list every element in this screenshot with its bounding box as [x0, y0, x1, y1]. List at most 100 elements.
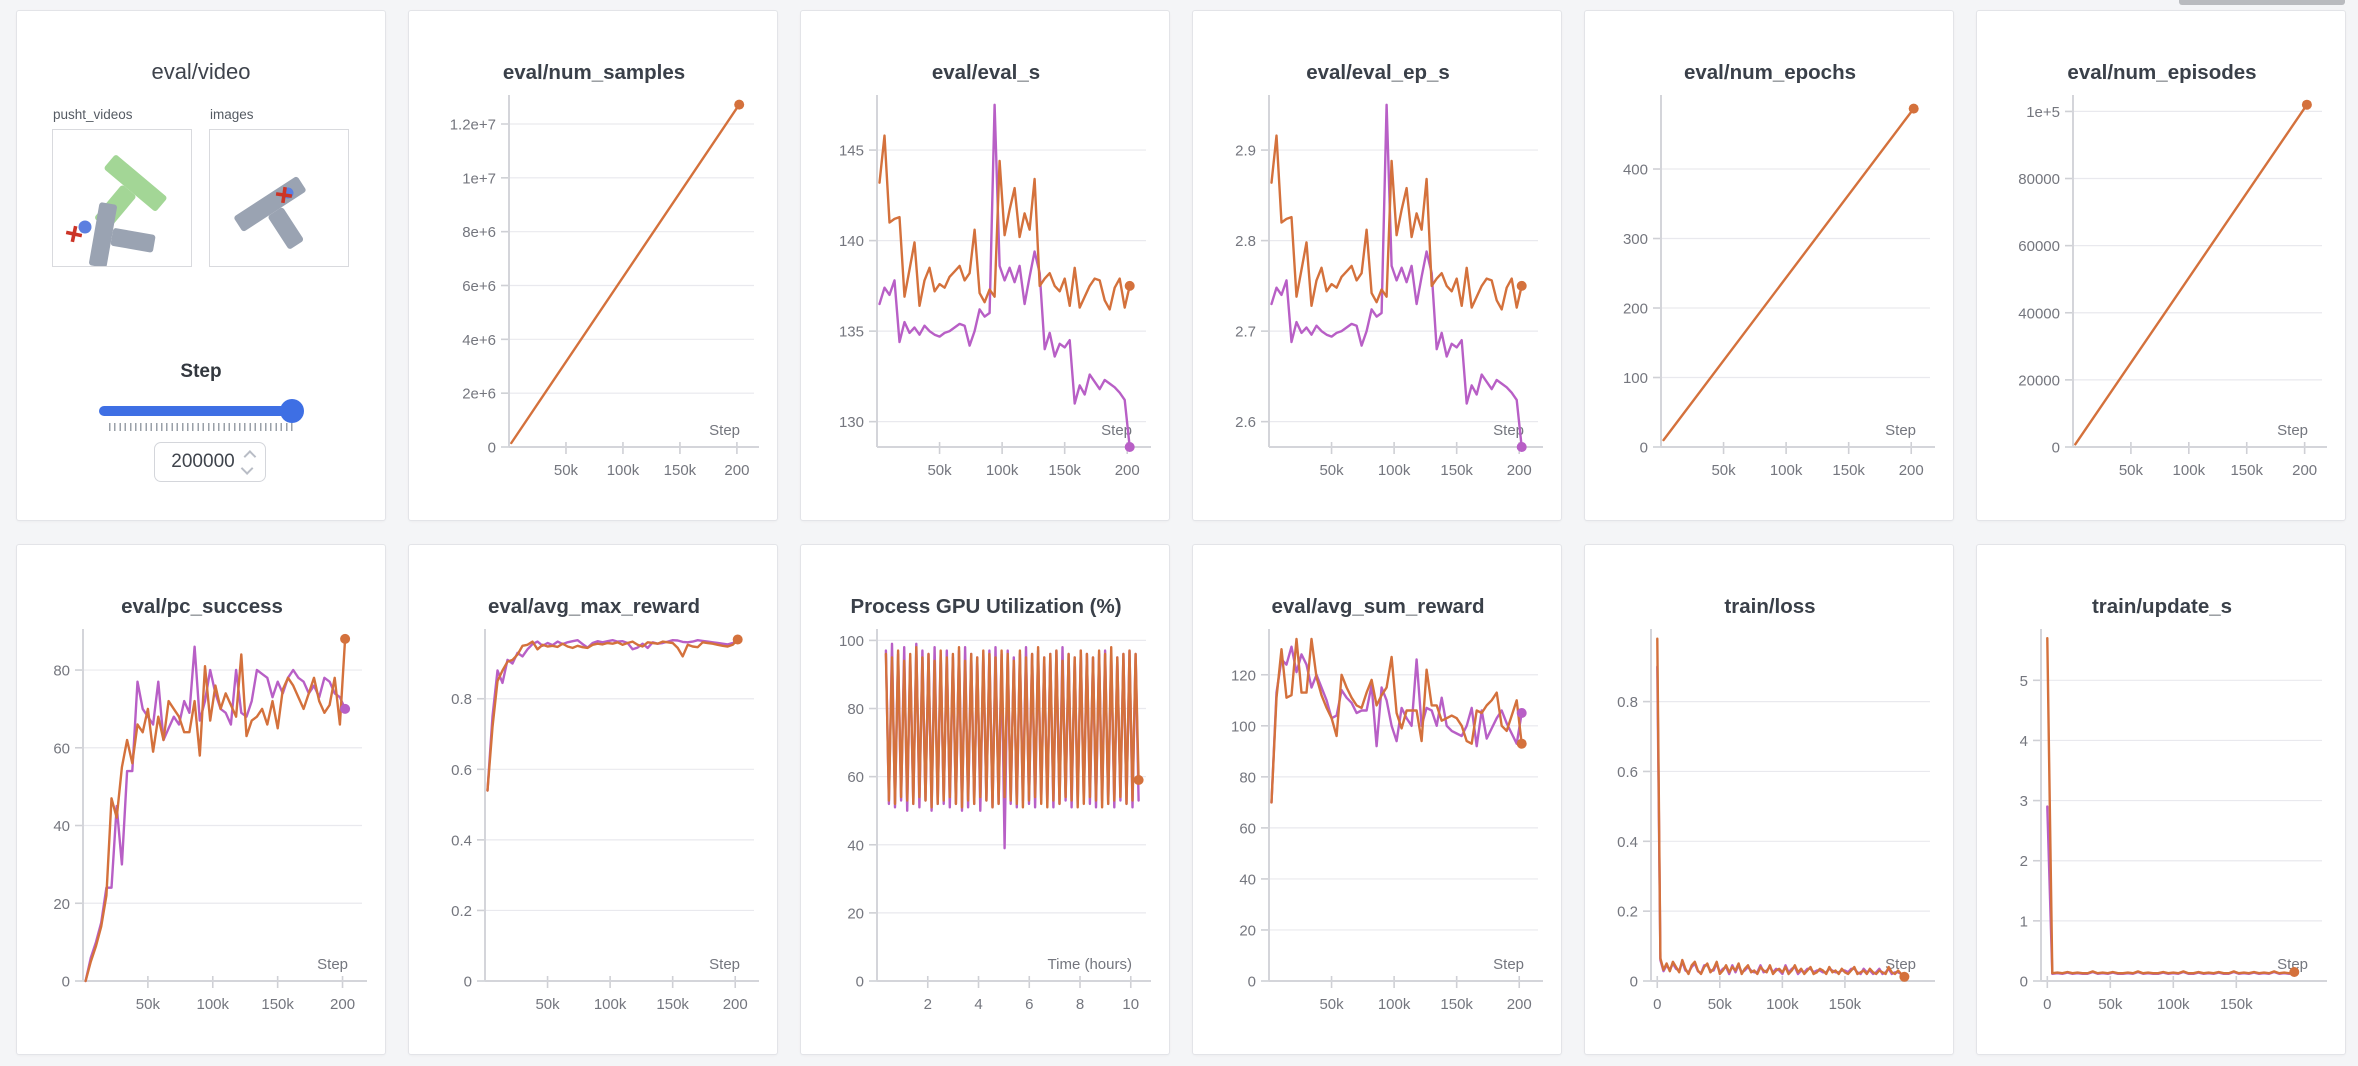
y-tick-label: 20: [1239, 922, 1256, 939]
series-purple: [1270, 645, 1523, 804]
series-endpoint-dot: [1516, 708, 1527, 718]
y-tick-label: 60000: [2018, 238, 2060, 255]
y-tick-label: 0: [1630, 974, 1638, 991]
y-tick-label: 140: [839, 233, 864, 250]
x-tick-label: 50k: [927, 462, 952, 479]
chart-panel-train-update-s[interactable]: train/update_s 0 1 2 3 4 5 0 50k 100k 150k Step: [1976, 544, 2346, 1055]
x-axis-label: Step: [1885, 956, 1916, 973]
series-endpoint-dot: [2289, 967, 2300, 977]
series-endpoint-dot: [1516, 738, 1527, 749]
step-slider[interactable]: [99, 399, 304, 423]
y-tick-label: 0.6: [1617, 764, 1638, 781]
y-tick-label: 0: [488, 440, 496, 457]
y-tick-label: 4e+6: [462, 332, 496, 349]
chart-title: eval/pc_success: [121, 595, 283, 618]
chart-panel-eval-num-episodes[interactable]: eval/num_episodes 0 20000 40000 60000 80000 1e…: [1976, 10, 2346, 521]
chart-eval-num-epochs: eval/num_epochs 0 100 200 300 400 50k 100k 150k 2…: [1623, 61, 1935, 479]
chart-panel-eval-avg-sum-reward[interactable]: eval/avg_sum_reward 0 20 40 60 80 100 120 50k 100…: [1192, 544, 1562, 1055]
x-tick-label: 200: [2292, 462, 2317, 479]
x-tick-label: 150k: [1440, 462, 1473, 479]
media-row: pusht_videos: [52, 107, 349, 268]
y-tick-label: 400: [1623, 162, 1648, 179]
series-purple: [2046, 805, 2296, 975]
y-tick-label: 0: [1248, 974, 1256, 991]
increment-arrow-icon[interactable]: [243, 449, 257, 463]
series-orange: [1270, 134, 1523, 311]
y-tick-label: 100: [839, 633, 864, 650]
series-orange: [1656, 637, 1906, 978]
series-purple: [84, 645, 347, 983]
series-orange: [878, 134, 1131, 311]
chart-title: eval/avg_sum_reward: [1271, 595, 1484, 618]
images-thumbnail[interactable]: [209, 129, 349, 267]
block-t-icon: [234, 176, 306, 249]
chart-panel-eval-avg-max-reward[interactable]: eval/avg_max_reward 0 0.2 0.4 0.6 0.8 50k 100k 1…: [408, 544, 778, 1055]
block-t-icon: [89, 202, 156, 268]
x-tick-label: 200: [724, 462, 749, 479]
chart-title: train/update_s: [2092, 595, 2232, 618]
y-tick-label: 60: [53, 740, 70, 757]
slider-thumb[interactable]: [280, 399, 304, 423]
scrollbar-fragment[interactable]: [2179, 0, 2345, 5]
chart-title: eval/num_episodes: [2067, 61, 2256, 84]
y-tick-label: 80: [53, 663, 70, 680]
chart-process-gpu-utilization: Process GPU Utilization (%) 0 20 40 60 80 100 2…: [839, 595, 1151, 1013]
x-tick-label: 0: [2043, 996, 2051, 1013]
media-panel-eval-video[interactable]: eval/video pusht_videos: [16, 10, 386, 521]
x-tick-label: 50k: [554, 462, 579, 479]
step-input[interactable]: [167, 450, 239, 474]
chart-panel-train-loss[interactable]: train/loss 0 0.2 0.4 0.6 0.8 0 50k 100k 150k Step: [1584, 544, 1954, 1055]
series-orange: [510, 103, 741, 445]
y-tick-label: 1: [2020, 913, 2028, 930]
y-tick-label: 1.2e+7: [450, 116, 496, 133]
chart-panel-eval-num-epochs[interactable]: eval/num_epochs 0 100 200 300 400 50k 100k 150k 2…: [1584, 10, 1954, 521]
y-tick-label: 300: [1623, 231, 1648, 248]
series-endpoint-dot: [1133, 775, 1144, 785]
chart-title: train/loss: [1724, 595, 1815, 618]
y-tick-label: 80: [1239, 769, 1256, 786]
y-tick-label: 135: [839, 324, 864, 341]
series-purple: [878, 103, 1131, 449]
decrement-arrow-icon[interactable]: [240, 461, 254, 475]
y-tick-label: 60: [1239, 820, 1256, 837]
chart-panel-eval-eval-s[interactable]: eval/eval_s 130 135 140 145 50k 100k 150k 200 Ste…: [800, 10, 1170, 521]
chart-panel-eval-num-samples[interactable]: eval/num_samples 0 2e+6 4e+6 6e+6 8e+6 1e+7 1.2…: [408, 10, 778, 521]
chart-panel-process-gpu-utilization[interactable]: Process GPU Utilization (%) 0 20 40 60 80 100 2…: [800, 544, 1170, 1055]
x-tick-label: 100k: [1378, 462, 1411, 479]
x-tick-label: 2: [924, 996, 932, 1013]
step-input-box[interactable]: [154, 442, 266, 482]
pusht-scene-graphic: [65, 155, 167, 268]
chart-train-update-s: train/update_s 0 1 2 3 4 5 0 50k 100k 150k Step: [2020, 595, 2327, 1013]
series-endpoint-dot: [340, 703, 351, 714]
x-tick-label: 200: [1115, 462, 1140, 479]
series-endpoint-dot: [340, 633, 351, 644]
chart-eval-avg-sum-reward: eval/avg_sum_reward 0 20 40 60 80 100 120 50k 100…: [1231, 595, 1543, 1013]
pusht-video-thumbnail[interactable]: [52, 129, 192, 268]
media-item-images[interactable]: images: [209, 107, 349, 267]
x-axis-label: Step: [1101, 422, 1132, 439]
stepper-arrows[interactable]: [240, 449, 257, 475]
chart-eval-num-episodes: eval/num_episodes 0 20000 40000 60000 80000 1e…: [2018, 61, 2327, 479]
chart-title: eval/num_samples: [503, 61, 685, 84]
chart-panel-eval-pc-success[interactable]: eval/pc_success 0 20 40 60 80 50k 100k 150k 200 St…: [16, 544, 386, 1055]
x-axis-label: Step: [709, 422, 740, 439]
chart-title: Process GPU Utilization (%): [850, 595, 1121, 618]
y-tick-label: 20: [847, 905, 864, 922]
series-endpoint-dot: [732, 634, 743, 645]
x-tick-label: 50k: [1319, 996, 1344, 1013]
y-tick-label: 0.8: [1617, 694, 1638, 711]
series-purple: [1270, 103, 1523, 449]
chart-panel-eval-eval-ep-s[interactable]: eval/eval_ep_s 2.6 2.7 2.8 2.9 50k 100k 150k 200…: [1192, 10, 1562, 521]
y-tick-label: 2.6: [1235, 414, 1256, 431]
x-tick-label: 200: [330, 996, 355, 1013]
x-tick-label: 150k: [1048, 462, 1081, 479]
x-tick-label: 100k: [607, 462, 640, 479]
media-item-pusht-videos[interactable]: pusht_videos: [52, 107, 192, 268]
media-label: images: [210, 107, 254, 122]
slider-track[interactable]: [99, 406, 301, 416]
panel-title: eval/video: [151, 59, 251, 84]
x-tick-label: 150k: [1440, 996, 1473, 1013]
chart-title: eval/eval_s: [932, 61, 1040, 84]
y-tick-label: 0: [62, 974, 70, 991]
